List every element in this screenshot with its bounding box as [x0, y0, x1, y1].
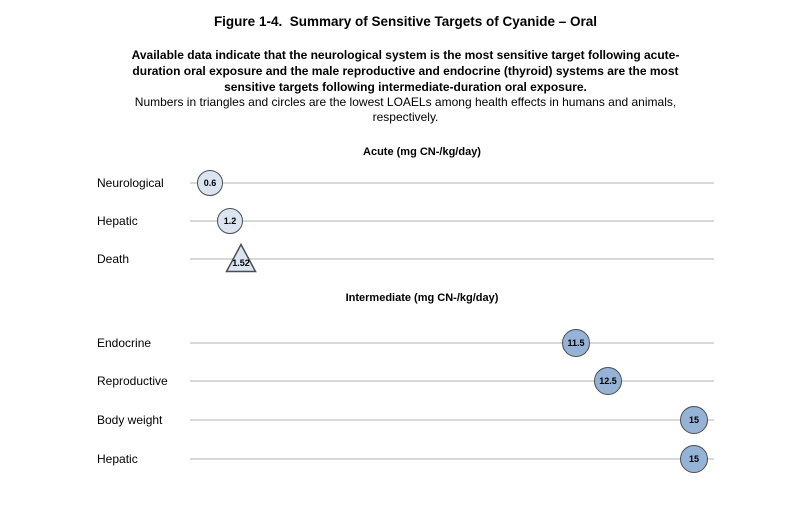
marker-value: 15: [688, 414, 699, 425]
loael-marker-circle: 11.5: [562, 329, 590, 357]
row-line: [190, 419, 714, 421]
marker-value: 0.6: [203, 177, 217, 188]
triangle-icon: [225, 243, 257, 273]
loael-marker-circle: 15: [680, 445, 708, 473]
row-line: [190, 458, 714, 460]
row-label-hepatic-acute: Hepatic: [97, 214, 138, 228]
loael-marker-circle: 1.2: [217, 208, 243, 234]
marker-value: 1.2: [223, 215, 237, 226]
row-label-death: Death: [97, 252, 130, 266]
figure-title: Figure 1-4. Summary of Sensitive Targets…: [213, 14, 598, 29]
loael-marker-triangle: 1.52: [225, 243, 257, 273]
marker-value: 11.5: [567, 337, 585, 348]
row-line: [190, 258, 714, 260]
row-line: [190, 220, 714, 222]
marker-value: 1.52: [232, 258, 250, 268]
row-label-endocrine: Endocrine: [97, 336, 152, 350]
row-label-neurological: Neurological: [97, 176, 164, 190]
loael-marker-circle: 0.6: [197, 170, 223, 196]
figure-note: Numbers in triangles and circles are the…: [134, 95, 677, 124]
row-label-body-weight: Body weight: [97, 413, 163, 427]
marker-value: 15: [688, 453, 699, 464]
figure-statement: Available data indicate that the neurolo…: [131, 48, 680, 94]
row-line: [190, 342, 714, 344]
marker-value: 12.5: [599, 375, 617, 386]
loael-marker-circle: 15: [680, 406, 708, 434]
row-label-hepatic-intermediate: Hepatic: [97, 452, 138, 466]
section-header-intermediate: Intermediate (mg CN-/kg/day): [345, 292, 499, 304]
row-line: [190, 380, 714, 382]
row-line: [190, 182, 714, 184]
section-header-acute: Acute (mg CN-/kg/day): [363, 146, 481, 158]
loael-marker-circle: 12.5: [594, 367, 622, 395]
row-label-reproductive: Reproductive: [97, 374, 168, 388]
